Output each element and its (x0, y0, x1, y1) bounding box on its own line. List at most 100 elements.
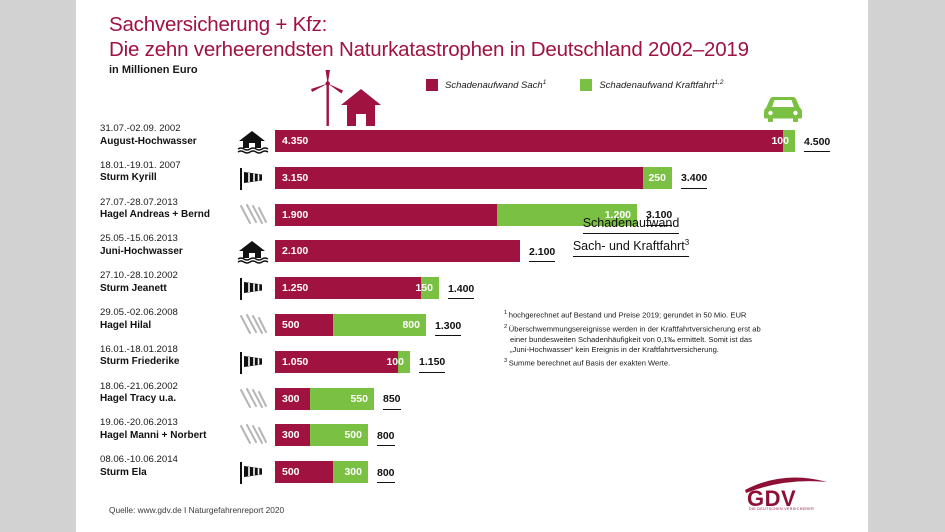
windsock-icon (236, 165, 270, 191)
chart-rows: 31.07.-02.09. 2002 August-Hochwasser 4.35… (76, 0, 868, 532)
row-total: 1.300 (435, 314, 462, 336)
row-date: 19.06.-20.06.2013 (100, 417, 178, 429)
row-total-value: 1.150 (419, 356, 446, 369)
bar-segment-sach: 3.150 (275, 166, 643, 189)
row-event-name: Sturm Jeanett (100, 282, 167, 294)
gdv-swoosh-icon (745, 477, 827, 493)
bar-segment-sach: 1.050 (275, 350, 398, 373)
row-label: 18.01.-19.01. 2007 Sturm Kyrill (100, 160, 248, 185)
row-date: 27.07.-28.07.2013 (100, 196, 178, 208)
hail-icon (236, 312, 270, 338)
row-label: 08.06.-10.06.2014 Sturm Ela (100, 454, 248, 479)
bar-segment-sach: 300 (275, 424, 310, 447)
flood-house-icon (236, 238, 270, 265)
stacked-bar: 4.350 100 (275, 130, 795, 152)
footnote-2-cont-2: „Juni-Hochwasser“ kein Ereignis in der K… (510, 345, 719, 355)
stacked-bar: 500 300 (275, 461, 368, 484)
legend-swatch-red-icon (426, 79, 438, 92)
title-line-1: Sachversicherung + Kfz: (109, 13, 328, 36)
legend: Schadenaufwand Sach1 Schadenaufwand Kraf… (426, 79, 724, 91)
hail-icon (236, 202, 270, 228)
table-row: 25.05.-15.06.2013 Juni-Hochwasser 2.100 2.… (76, 233, 868, 274)
bar-value-sach: 300 (282, 429, 300, 442)
legend-label-sach: Schadenaufwand Sach1 (445, 79, 547, 92)
table-row: 18.01.-19.01. 2007 Sturm Kyrill 3.150 250 3… (76, 160, 868, 201)
bar-value-sach: 1.900 (282, 208, 309, 221)
row-total: 800 (377, 424, 395, 447)
row-event-name: Hagel Manni + Norbert (100, 429, 207, 441)
car-illustration-icon (764, 97, 802, 122)
legend-label-kraftfahrt: Schadenaufwand Kraftfahrt1,2 (599, 79, 724, 92)
bar-segment-sach: 1.900 (275, 203, 497, 226)
row-label: 19.06.-20.06.2013 Hagel Manni + Norbert (100, 417, 248, 442)
table-row: 16.01.-18.01.2018 Sturm Friederike 1.050 1… (76, 344, 868, 385)
row-total: 4.500 (804, 130, 831, 152)
bar-value-kraftfahrt: 100 (771, 135, 789, 147)
stacked-bar: 2.100 (275, 240, 520, 263)
windsock-icon (236, 275, 270, 301)
table-row: 08.06.-10.06.2014 Sturm Ela 500 300 800 (76, 454, 868, 495)
row-total: 3.100 (646, 204, 673, 226)
footnote-1: 1 hochgerechnet auf Bestand und Preise 20… (504, 310, 747, 320)
bar-segment-sach: 1.250 (275, 277, 421, 300)
bar-value-sach: 1.050 (282, 355, 309, 368)
subtitle: in Millionen Euro (109, 64, 198, 76)
bar-value-kraftfahrt: 500 (344, 429, 362, 442)
stacked-bar: 300 550 (275, 387, 374, 410)
row-event-name: Hagel Andreas + Bernd (100, 209, 210, 221)
row-date: 16.01.-18.01.2018 (100, 343, 178, 355)
stacked-bar: 1.250 150 (275, 277, 439, 300)
bar-segment-sach: 2.100 (275, 240, 520, 263)
row-date: 27.10.-28.10.2002 (100, 270, 178, 282)
row-event-name: August-Hochwasser (100, 135, 197, 147)
row-total: 3.400 (681, 167, 708, 189)
row-total: 1.150 (419, 351, 446, 373)
row-total-value: 1.300 (435, 319, 462, 332)
row-total: 2.100 (529, 240, 556, 263)
infographic-canvas: Sachversicherung + Kfz: Die zehn verheer… (76, 0, 868, 532)
legend-item-kraftfahrt: Schadenaufwand Kraftfahrt1,2 (580, 79, 724, 92)
stacked-bar: 300 500 (275, 424, 368, 447)
windsock-icon (236, 459, 270, 485)
bar-value-kraftfahrt: 550 (350, 392, 368, 405)
bar-value-kraftfahrt: 300 (344, 466, 362, 479)
bar-segment-kraftfahrt: 500 (310, 424, 368, 447)
row-total: 1.400 (448, 277, 475, 300)
bar-value-sach: 500 (282, 319, 300, 331)
row-event-name: Juni-Hochwasser (100, 245, 183, 257)
row-event-name: Sturm Friederike (100, 356, 180, 368)
gdv-logo: GDV DIE DEUTSCHEN VERSICHERER (739, 472, 835, 516)
stacked-bar: 1.900 1.200 (275, 203, 637, 226)
hail-icon (236, 422, 270, 448)
bar-value-kraftfahrt: 1.200 (604, 208, 631, 221)
footnotes: 1 hochgerechnet auf Bestand und Preise 20… (504, 308, 834, 370)
row-date: 18.01.-19.01. 2007 (100, 159, 181, 171)
row-total-value: 1.400 (448, 282, 475, 295)
row-date: 25.05.-15.06.2013 (100, 233, 178, 245)
bar-segment-kraftfahrt: 150 (415, 277, 439, 300)
stacked-bar: 1.050 100 (275, 350, 410, 373)
legend-item-sach: Schadenaufwand Sach1 (426, 79, 546, 91)
row-event-name: Sturm Ela (100, 466, 147, 478)
bar-value-kraftfahrt: 150 (415, 282, 433, 295)
table-row: 18.06.-21.06.2002 Hagel Tracy u.a. 300 550… (76, 381, 868, 422)
gdv-logo-tagline: DIE DEUTSCHEN VERSICHERER (749, 507, 815, 511)
row-total-value: 800 (377, 466, 395, 479)
footnote-3: 3 Summe berechnet auf Basis der exakten W… (504, 358, 671, 368)
table-row: 27.10.-28.10.2002 Sturm Jeanett 1.250 150 1… (76, 270, 868, 311)
bar-segment-sach: 300 (275, 387, 310, 410)
bar-value-sach: 300 (282, 392, 300, 405)
bar-value-sach: 1.250 (282, 282, 309, 295)
row-total-value: 3.100 (646, 209, 673, 222)
row-date: 31.07.-02.09. 2002 (100, 123, 181, 134)
bar-segment-kraftfahrt: 800 (333, 314, 426, 336)
table-row: 29.05.-02.06.2008 Hagel Hilal 500 800 1.300 (76, 307, 868, 348)
row-total-value: 2.100 (529, 245, 556, 258)
windsock-icon (236, 349, 270, 375)
bar-segment-sach: 500 (275, 461, 333, 484)
bar-segment-kraftfahrt: 550 (310, 387, 374, 410)
bar-value-sach: 500 (282, 466, 300, 479)
bar-segment-kraftfahrt: 100 (771, 130, 795, 152)
row-total-value: 800 (377, 429, 395, 442)
